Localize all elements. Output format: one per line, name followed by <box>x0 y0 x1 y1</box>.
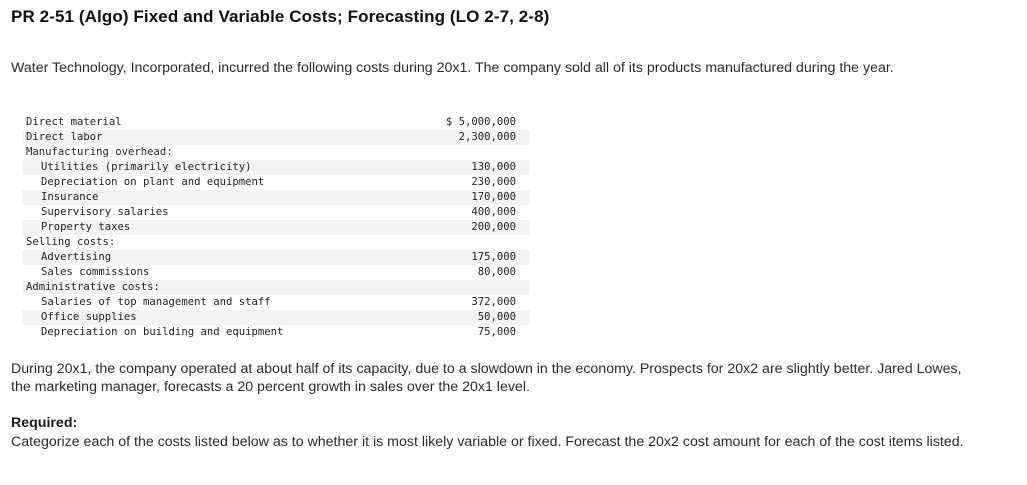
cost-label: Utilities (primarily electricity) <box>41 161 252 173</box>
cost-label: Sales commissions <box>41 266 150 278</box>
cost-label: Manufacturing overhead: <box>26 146 173 158</box>
cost-label: Advertising <box>41 251 112 263</box>
cost-amount: 230,000 <box>471 176 516 188</box>
cost-table: Direct material $ 5,000,000 Direct labor 2,… <box>22 115 530 340</box>
cost-label: Administrative costs: <box>26 281 160 293</box>
cost-label: Depreciation on building and equipment <box>41 326 284 338</box>
cost-row: Office supplies 50,000 <box>22 310 530 325</box>
problem-title: PR 2-51 (Algo) Fixed and Variable Costs;… <box>11 7 550 26</box>
cost-amount: 130,000 <box>471 161 516 173</box>
cost-amount: 170,000 <box>471 191 516 203</box>
required-text: Categorize each of the costs listed belo… <box>11 434 964 450</box>
cost-row: Sales commissions 80,000 <box>22 265 530 280</box>
cost-amount: 200,000 <box>471 221 516 233</box>
cost-label: Depreciation on plant and equipment <box>41 176 265 188</box>
intro-paragraph: Water Technology, Incorporated, incurred… <box>11 60 894 76</box>
cost-label: Supervisory salaries <box>41 206 169 218</box>
cost-row: Salaries of top management and staff 372,… <box>22 295 530 310</box>
cost-amount: 372,000 <box>471 296 516 308</box>
cost-amount: 2,300,000 <box>458 131 516 143</box>
cost-row: Depreciation on plant and equipment 230,0… <box>22 175 530 190</box>
cost-amount: 75,000 <box>477 326 516 338</box>
cost-row: Property taxes 200,000 <box>22 220 530 235</box>
cost-label: Direct material <box>26 116 122 128</box>
cost-label: Salaries of top management and staff <box>41 296 271 308</box>
cost-amount: 50,000 <box>477 311 516 323</box>
cost-row: Insurance 170,000 <box>22 190 530 205</box>
cost-label: Direct labor <box>26 131 103 143</box>
cost-amount: 80,000 <box>477 266 516 278</box>
cost-row: Manufacturing overhead: <box>22 145 530 160</box>
cost-row: Selling costs: <box>22 235 530 250</box>
cost-row: Direct labor 2,300,000 <box>22 130 530 145</box>
cost-amount: $ 5,000,000 <box>445 116 516 128</box>
cost-amount: 400,000 <box>471 206 516 218</box>
cost-row: Supervisory salaries 400,000 <box>22 205 530 220</box>
cost-label: Property taxes <box>41 221 131 233</box>
cost-row: Direct material $ 5,000,000 <box>22 115 530 130</box>
cost-row: Advertising 175,000 <box>22 250 530 265</box>
cost-label: Insurance <box>41 191 99 203</box>
cost-row: Utilities (primarily electricity) 130,000 <box>22 160 530 175</box>
context-paragraph: During 20x1, the company operated at abo… <box>11 361 962 395</box>
cost-amount: 175,000 <box>471 251 516 263</box>
required-label: Required: <box>11 415 78 431</box>
cost-row: Depreciation on building and equipment 75… <box>22 325 530 340</box>
cost-label: Office supplies <box>41 311 137 323</box>
cost-row: Administrative costs: <box>22 280 530 295</box>
cost-label: Selling costs: <box>26 236 116 248</box>
